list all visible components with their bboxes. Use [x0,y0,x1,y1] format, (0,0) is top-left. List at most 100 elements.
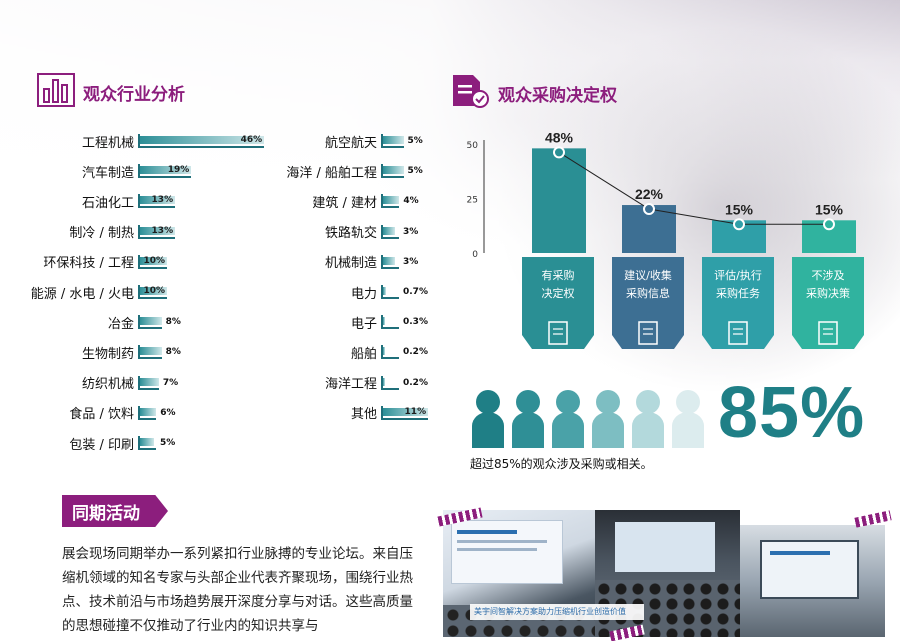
industry-left-label: 环保科技 / 工程 [43,256,134,272]
industry-left-bar-fill [140,226,176,235]
industry-left-pct: 13% [151,195,174,206]
person-icon [590,388,626,448]
category-label: 建议/收集 [624,268,672,282]
industry-left-label: 工程机械 [81,135,134,151]
category-label: 决定权 [542,286,575,300]
industry-right-row: 电子 0.3% [252,313,428,332]
industry-left-bar-fill [140,166,192,175]
industry-right-bar-fill [383,287,386,295]
industry-left-bar: 10% [138,285,167,299]
industry-right-bar-fill [383,136,404,144]
value-label: 22% [635,186,664,202]
industry-left-bar [138,345,162,360]
industry-right-bar [381,345,399,360]
industry-right-pct: 0.2% [403,347,428,358]
industry-left-pct: 10% [143,286,165,296]
industry-left-pct: 5% [160,438,176,448]
industry-right-label: 铁路轨交 [324,226,377,242]
industry-left-row: 包装 / 印刷 5% [14,434,176,453]
industry-right-bar [381,164,404,179]
industry-left-row: 纺织机械 7% [14,374,178,392]
industry-right-label: 电子 [350,316,377,332]
industry-right-pct: 5% [407,166,423,177]
industry-left-row: 食品 / 饮料 6% [14,404,175,422]
person-icon [630,388,666,448]
industry-right-bar [381,224,399,239]
industry-right-label: 航空航天 [324,135,377,151]
industry-right-label: 电力 [350,286,377,302]
bar [532,148,586,253]
industry-right-pct: 5% [407,136,423,146]
industry-left-bar-fill [140,347,162,356]
industry-left-bar-fill [140,287,167,295]
industry-left-row: 工程机械 46% [14,132,265,151]
industry-left-row: 制冷 / 制热 13% [14,223,176,241]
industry-left-bar [138,315,162,330]
trend-point [823,218,835,231]
industry-right-pct: 4% [403,196,419,207]
industry-left-label: 食品 / 饮料 [69,407,134,423]
industry-right-label: 建筑 / 建材 [312,195,377,211]
activity-paragraph: 展会现场同期举办一系列紧扣行业脉搏的专业论坛。来自压缩机领域的知名专家与头部企业… [62,546,413,634]
industry-right-pct: 3% [403,226,419,237]
category-label: 不涉及 [812,268,845,282]
industry-left-bar-fill [140,438,154,446]
category-label: 评估/执行 [714,268,762,282]
industry-right-row: 铁路轨交 3% [252,223,418,241]
activity-section-title: 同期活动 [62,495,168,527]
industry-left-bar [138,375,159,390]
person-icon [670,388,706,448]
industry-left-row: 生物制药 8% [14,343,181,362]
industry-left-bar: 46% [138,134,265,148]
industry-right-bar-fill [383,196,400,205]
industry-right-bar-fill [383,166,404,175]
decision-section-title: 观众采购决定权 [450,73,617,114]
industry-left-row: 能源 / 水电 / 火电 10% [14,283,167,302]
industry-right-row: 航空航天 5% [252,132,423,151]
industry-left-label: 冶金 [107,316,134,332]
industry-right-bar [381,315,399,330]
category-label: 有采购 [542,268,575,282]
industry-left-bar: 13% [138,194,176,209]
industry-right-label: 海洋工程 [324,377,377,393]
industry-left-label: 石油化工 [81,195,134,211]
document-icon [728,321,748,345]
industry-left-pct: 46% [240,135,263,145]
industry-right-label: 机械制造 [324,256,377,272]
industry-left-bar-fill [140,317,162,326]
industry-left-bar [138,436,156,450]
value-label: 15% [725,201,754,217]
industry-right-row: 船舶 0.2% [252,343,428,362]
industry-left-row: 冶金 8% [14,313,181,332]
industry-right-row: 海洋 / 船舶工程 5% [252,162,423,181]
industry-left-pct: 8% [165,347,181,358]
industry-left-label: 包装 / 印刷 [69,437,134,453]
industry-right-row: 海洋工程 0.2% [252,374,428,392]
value-label: 15% [815,201,844,217]
industry-right-pct: 0.7% [403,287,428,297]
bar-chart-icon [37,73,75,112]
category-label: 采购信息 [626,286,670,300]
trend-point [733,218,745,231]
industry-right-bar-fill [383,256,396,265]
industry-right-bar [381,285,399,299]
industry-right-bar: 11% [381,405,429,420]
industry-left-pct: 10% [143,255,165,266]
industry-left-bar-fill [140,377,159,386]
industry-right-bar [381,375,399,390]
y-tick-label: 0 [472,250,478,260]
purchase-caption: 超过85%的观众涉及采购或相关。 [470,457,653,471]
forum-photo-3 [740,525,885,637]
category-label: 采购任务 [716,286,760,300]
industry-right-row: 机械制造 3% [252,253,418,271]
industry-left-bar: 13% [138,224,176,239]
industry-right-bar [381,134,404,148]
industry-left-bar-fill [140,196,176,205]
industry-left-label: 纺织机械 [81,377,134,393]
person-icon [510,388,546,448]
y-tick-label: 50 [467,141,479,151]
industry-right-pct: 0.2% [403,377,428,388]
industry-left-pct: 19% [167,165,190,176]
industry-right-bar-fill [383,347,385,356]
